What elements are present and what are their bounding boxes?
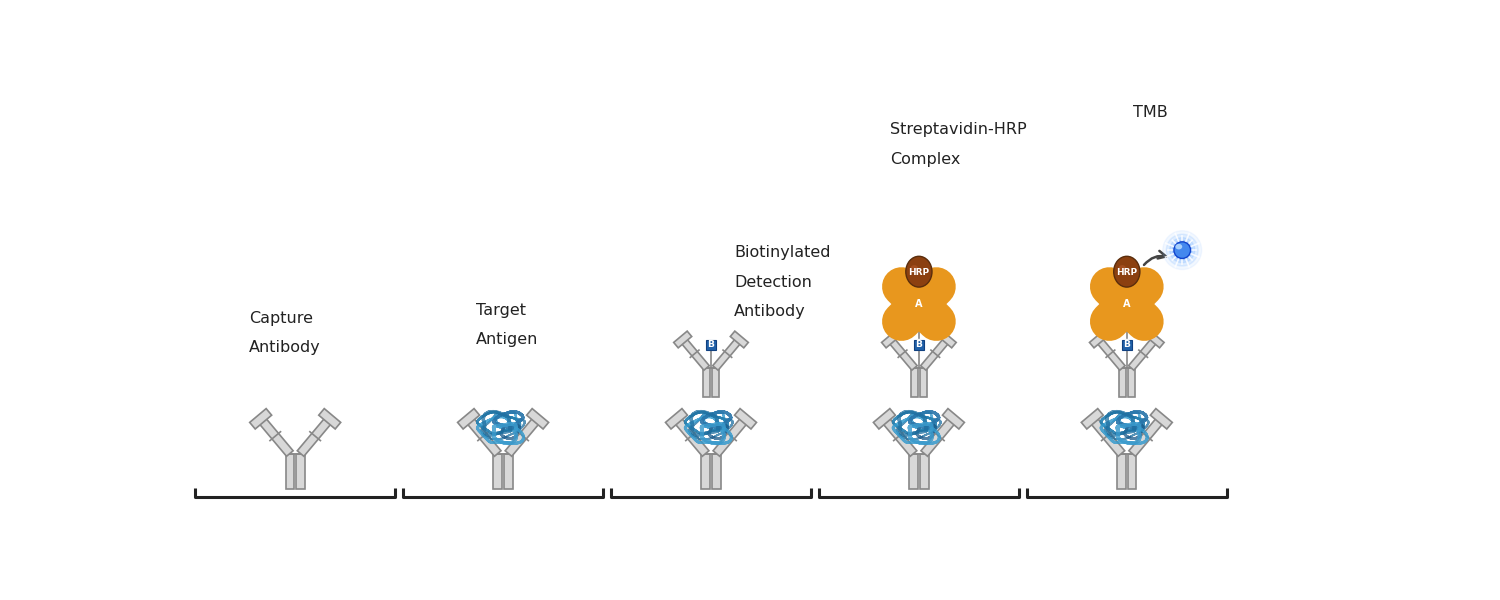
Text: A: A [915,299,922,309]
Polygon shape [873,409,895,429]
Text: Target: Target [476,303,526,318]
Text: HRP: HRP [1116,268,1137,277]
Ellipse shape [1113,256,1140,287]
Polygon shape [1130,416,1164,456]
Polygon shape [932,281,942,292]
Polygon shape [942,409,964,429]
Polygon shape [880,416,916,456]
Text: HRP: HRP [909,268,930,277]
Bar [297,454,304,490]
Polygon shape [921,416,957,456]
Bar [712,368,718,397]
Polygon shape [932,316,942,327]
Bar [504,454,513,490]
Bar [910,368,918,397]
Bar [285,454,294,490]
Bar [704,368,710,397]
Circle shape [1170,238,1194,263]
Ellipse shape [1174,242,1191,259]
Polygon shape [506,416,542,456]
Bar [712,454,720,490]
Text: TMB: TMB [1132,104,1167,119]
Polygon shape [1138,316,1149,327]
Polygon shape [1089,416,1125,456]
Text: Detection: Detection [734,275,812,290]
Text: Antibody: Antibody [249,340,321,355]
Circle shape [1173,241,1192,260]
Polygon shape [674,331,692,348]
Text: A: A [1124,299,1131,309]
Bar [1118,454,1125,490]
Ellipse shape [906,256,932,287]
Circle shape [1167,234,1198,266]
Polygon shape [680,337,710,370]
Bar [909,454,918,490]
Polygon shape [666,409,687,429]
Bar [702,454,709,490]
Polygon shape [888,337,916,370]
Polygon shape [318,409,340,429]
Text: Biotinylated: Biotinylated [734,245,831,260]
Polygon shape [1104,281,1114,292]
Polygon shape [1128,337,1158,370]
Text: Antigen: Antigen [476,332,538,347]
Text: B: B [708,340,714,349]
Polygon shape [896,281,908,292]
Polygon shape [465,416,501,456]
Ellipse shape [1119,265,1126,271]
Polygon shape [1096,337,1125,370]
Bar [494,454,502,490]
Text: Streptavidin-HRP: Streptavidin-HRP [890,122,1026,137]
Ellipse shape [910,265,918,271]
Polygon shape [1104,316,1114,327]
Bar [1128,368,1134,397]
Polygon shape [526,409,549,429]
Polygon shape [258,416,292,456]
Text: Capture: Capture [249,311,314,326]
Circle shape [1162,231,1202,269]
Polygon shape [458,409,480,429]
Polygon shape [712,416,748,456]
Polygon shape [1150,409,1173,429]
Text: B: B [915,340,922,349]
Text: B: B [1124,340,1130,349]
Polygon shape [921,337,950,370]
Polygon shape [674,416,710,456]
Text: Complex: Complex [890,152,960,167]
Polygon shape [297,416,333,456]
Bar [1119,368,1126,397]
Polygon shape [1146,331,1164,348]
Ellipse shape [1176,244,1182,250]
Polygon shape [735,409,756,429]
Bar [920,368,927,397]
Polygon shape [938,331,956,348]
Polygon shape [882,331,900,348]
Polygon shape [1089,331,1107,348]
Polygon shape [1138,281,1149,292]
Polygon shape [249,409,272,429]
Polygon shape [896,316,908,327]
Polygon shape [730,331,748,348]
Bar [1128,454,1137,490]
Polygon shape [712,337,742,370]
Bar [920,454,928,490]
Polygon shape [1082,409,1104,429]
Text: Antibody: Antibody [734,304,806,319]
